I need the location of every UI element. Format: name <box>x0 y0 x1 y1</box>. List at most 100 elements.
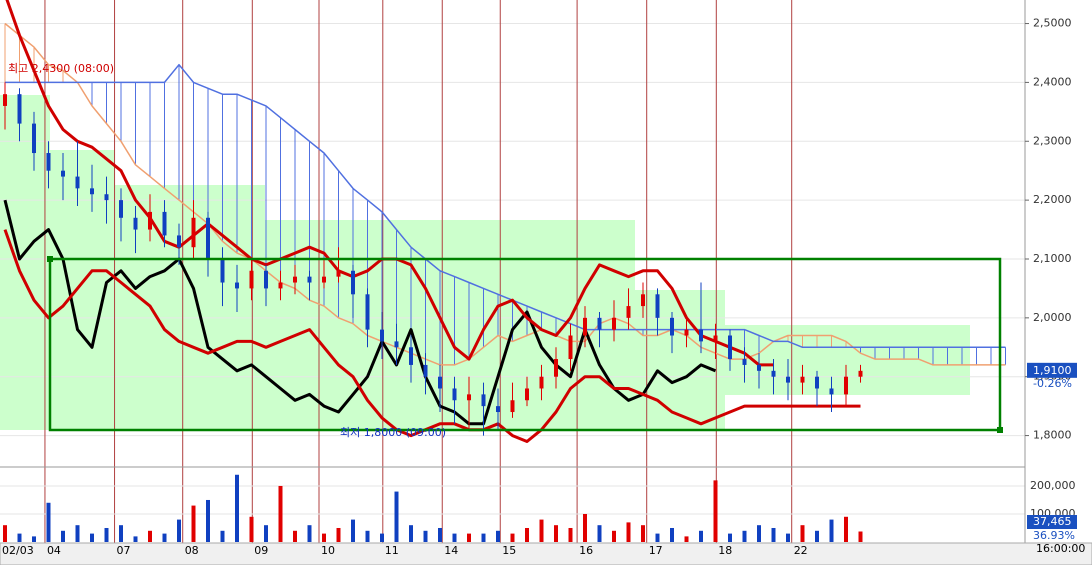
volume-bar <box>235 474 239 542</box>
volume-bar <box>293 530 297 542</box>
volume-bar <box>568 527 573 542</box>
axes: 1,80001,90002,00002,10002,20002,30002,40… <box>2 17 1077 557</box>
volume-bar <box>119 525 123 542</box>
last-volume: 37,465 <box>1033 515 1072 528</box>
candle-body <box>858 370 863 377</box>
volume-bar <box>699 530 703 542</box>
candle-body <box>61 170 65 177</box>
volume-bar <box>191 505 196 542</box>
candle-body <box>815 376 819 389</box>
candle-body <box>206 217 210 259</box>
candle-body <box>264 270 268 289</box>
candle-body <box>104 194 109 201</box>
box-handle <box>997 427 1003 433</box>
span-b <box>5 63 1006 349</box>
volume-bar <box>32 536 36 542</box>
candle-body <box>771 370 776 377</box>
volume-bar <box>815 530 819 542</box>
candle-body <box>423 364 428 377</box>
volume-bar <box>104 527 109 542</box>
candle-body <box>249 270 254 289</box>
y-tick-label: 1,8000 <box>1033 429 1072 442</box>
candle-body <box>728 335 732 360</box>
volume-bar <box>90 533 94 542</box>
volume-bar <box>380 533 384 542</box>
candle-body <box>46 153 51 171</box>
candle-body <box>162 211 167 236</box>
candle-body <box>612 317 616 330</box>
volume-bar <box>307 525 312 542</box>
candle-body <box>597 317 602 330</box>
candle-body <box>757 364 761 371</box>
volume-bar <box>3 525 7 542</box>
candle-body <box>75 176 80 189</box>
x-tick-label: 22 <box>794 544 808 557</box>
volume-bar <box>496 530 500 542</box>
volume-bar <box>481 533 486 542</box>
candle-body <box>684 329 689 336</box>
volume-bar <box>800 525 805 542</box>
volume-bar <box>409 525 413 542</box>
volume-bar <box>351 519 355 542</box>
volume-bar <box>554 525 558 542</box>
volume-bar <box>467 533 471 542</box>
shade <box>635 290 725 430</box>
volume-bar <box>670 527 674 542</box>
candle-body <box>554 359 558 377</box>
candle-body <box>670 317 674 336</box>
candle-body <box>322 276 326 283</box>
volume-bar <box>597 525 602 542</box>
y-tick-label: 200,000 <box>1030 479 1076 492</box>
volume-bar <box>858 531 863 542</box>
candle-body <box>380 329 384 342</box>
volume-bar <box>46 502 51 542</box>
volume-bar <box>655 533 660 542</box>
candle-body <box>539 376 544 389</box>
candle-body <box>351 270 355 295</box>
volume-bar <box>133 536 138 542</box>
candle-body <box>148 211 152 230</box>
volume-bar <box>162 533 167 542</box>
x-tick-label: 09 <box>254 544 268 557</box>
volume-bar <box>583 513 587 542</box>
volume-bar <box>177 519 181 542</box>
volume-bar <box>641 525 645 542</box>
x-tick-label: 15 <box>502 544 516 557</box>
candle-body <box>220 258 225 283</box>
volume-bar <box>510 533 515 542</box>
y-tick-label: 2,4000 <box>1033 75 1072 88</box>
y-tick-label: 2,2000 <box>1033 193 1072 206</box>
high-annotation: 최고 2,4300 (08:00) <box>8 62 114 75</box>
volume <box>3 474 863 542</box>
range-box <box>48 257 1002 432</box>
volume-bar <box>278 485 283 542</box>
candle-body <box>293 276 297 283</box>
candle-body <box>409 347 413 365</box>
x-tick-label: 11 <box>385 544 399 557</box>
price-badge <box>1027 362 1077 378</box>
candle-body <box>655 294 660 318</box>
volume-bar <box>17 533 22 542</box>
candle-body <box>278 282 283 289</box>
volume-bar <box>757 525 761 542</box>
candle-body <box>235 282 239 289</box>
candle-body <box>467 394 471 401</box>
volume-badge <box>1027 515 1077 529</box>
x-tick-label: 07 <box>117 544 131 557</box>
candle-body <box>568 335 573 360</box>
x-tick-label: 18 <box>718 544 732 557</box>
volume-bar <box>844 516 848 542</box>
candle-body <box>191 217 196 248</box>
volume-bar <box>713 480 718 542</box>
volume-bar <box>322 533 326 542</box>
candle-body <box>119 200 123 218</box>
candle-body <box>133 217 138 230</box>
shade <box>115 185 265 430</box>
candle-body <box>510 400 515 413</box>
volume-bar <box>438 527 442 542</box>
volume-bar <box>742 530 747 542</box>
y-tick-label: 2,0000 <box>1033 311 1072 324</box>
low-annotation: 최저 1,8000 (09:00) <box>340 426 446 439</box>
span-a <box>4 22 1006 366</box>
